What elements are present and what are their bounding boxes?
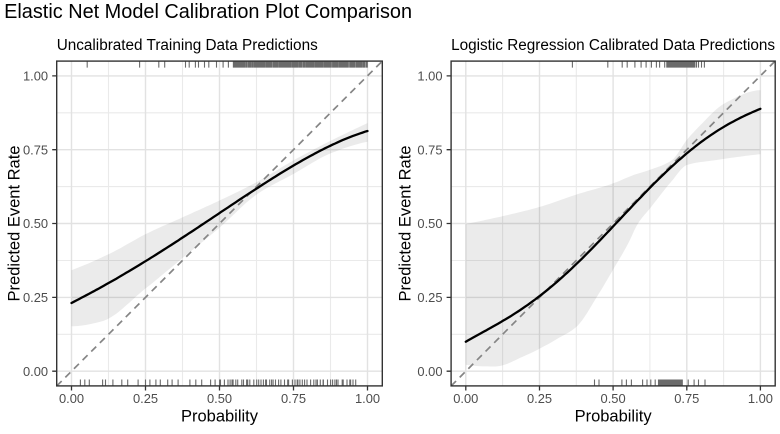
svg-text:Probability: Probability	[181, 408, 259, 426]
svg-text:0.00: 0.00	[59, 391, 84, 406]
svg-text:1.00: 1.00	[748, 391, 773, 406]
svg-text:Predicted Event Rate: Predicted Event Rate	[397, 146, 415, 302]
svg-text:0.75: 0.75	[23, 142, 48, 157]
svg-text:0.75: 0.75	[674, 391, 699, 406]
svg-text:0.00: 0.00	[23, 364, 48, 379]
svg-text:0.50: 0.50	[207, 391, 232, 406]
svg-text:0.25: 0.25	[23, 290, 48, 305]
svg-text:0.00: 0.00	[417, 364, 442, 379]
svg-text:0.50: 0.50	[417, 216, 442, 231]
svg-text:0.75: 0.75	[281, 391, 306, 406]
svg-text:Predicted Event Rate: Predicted Event Rate	[6, 146, 24, 302]
svg-text:0.75: 0.75	[417, 142, 442, 157]
svg-text:Probability: Probability	[575, 408, 653, 426]
svg-text:0.00: 0.00	[453, 391, 478, 406]
svg-text:0.25: 0.25	[417, 290, 442, 305]
svg-text:0.25: 0.25	[527, 391, 552, 406]
svg-text:Elastic Net Model Calibration: Elastic Net Model Calibration Plot Compa…	[4, 1, 412, 23]
svg-text:0.25: 0.25	[133, 391, 158, 406]
svg-text:Logistic Regression Calibrated: Logistic Regression Calibrated Data Pred…	[451, 37, 775, 54]
svg-text:1.00: 1.00	[355, 391, 380, 406]
svg-text:Uncalibrated Training Data Pre: Uncalibrated Training Data Predictions	[57, 37, 318, 54]
svg-text:1.00: 1.00	[23, 69, 48, 84]
svg-text:0.50: 0.50	[601, 391, 626, 406]
svg-text:0.50: 0.50	[23, 216, 48, 231]
svg-text:1.00: 1.00	[417, 69, 442, 84]
